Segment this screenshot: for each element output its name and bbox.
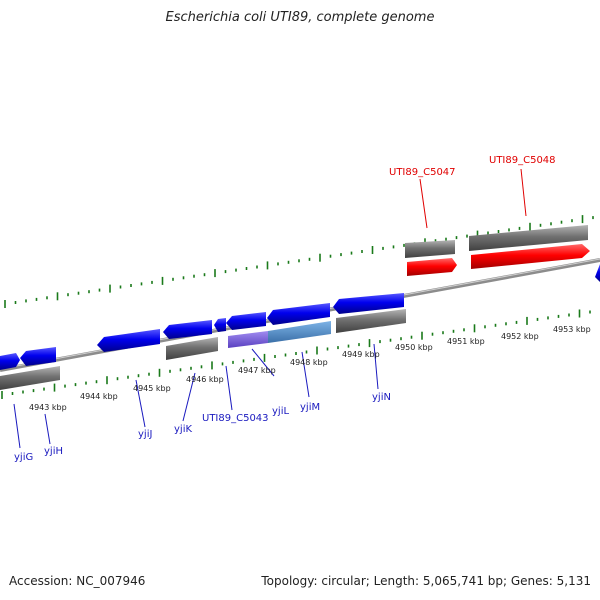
cds-box [166, 337, 218, 360]
map-title: Escherichia coli UTI89, complete genome [165, 10, 435, 25]
cds-highlight-purple [228, 331, 268, 348]
upper-tick-row [4, 215, 594, 308]
gene-arrow-yjiJ [97, 329, 160, 352]
cds-box [469, 225, 588, 251]
cds-highlight-steel [268, 321, 331, 343]
cds-box [336, 309, 406, 333]
kbp-label: 4945 kbp [133, 384, 171, 393]
gene-label-yjiL[interactable]: yjiL [272, 406, 289, 417]
gene-label-yjiK[interactable]: yjiK [174, 424, 192, 435]
gene-arrow-UTI89_C5043 [214, 318, 226, 332]
gene-label-yjiG[interactable]: yjiG [14, 452, 33, 463]
kbp-label: 4944 kbp [80, 392, 118, 401]
reverse-genes [0, 264, 600, 370]
kbp-label: 4952 kbp [501, 332, 539, 341]
cds-track [0, 225, 588, 390]
gene-arrow-yjiK [163, 320, 212, 339]
kbp-labels: 4943 kbp 4944 kbp 4945 kbp 4946 kbp 4947… [29, 325, 591, 412]
gene-arrow-yjiL [226, 312, 266, 330]
gene-label-yjiH[interactable]: yjiH [44, 446, 63, 457]
kbp-label: 4953 kbp [553, 325, 591, 334]
gene-arrow-yjiG [0, 353, 20, 370]
cds-box [0, 366, 60, 390]
gene-labels: yjiG yjiH yjiJ yjiK UTI89_C5043 yjiL yji… [14, 155, 556, 463]
topology-label: Topology: circular; Length: 5,065,741 bp… [261, 574, 591, 588]
gene-label-yjiJ[interactable]: yjiJ [138, 429, 152, 440]
kbp-label: 4943 kbp [29, 403, 67, 412]
kbp-label: 4946 kbp [186, 375, 224, 384]
gene-label-yjiN[interactable]: yjiN [372, 392, 391, 403]
forward-leader-lines [419, 168, 527, 229]
kbp-label: 4947 kbp [238, 366, 276, 375]
gene-arrow-UTI89_C5047 [407, 258, 457, 276]
gene-leader-lines [13, 343, 379, 449]
gene-label-UTI89_C5047[interactable]: UTI89_C5047 [389, 167, 456, 178]
kbp-label: 4948 kbp [290, 358, 328, 367]
accession-label: Accession: NC_007946 [9, 574, 146, 588]
gene-label-UTI89_C5048[interactable]: UTI89_C5048 [489, 155, 556, 166]
kbp-label: 4949 kbp [342, 350, 380, 359]
gene-arrow-yjiH [20, 347, 56, 366]
cds-box [405, 240, 455, 258]
kbp-label: 4951 kbp [447, 337, 485, 346]
kbp-label: 4950 kbp [395, 343, 433, 352]
gene-arrow-yjiM [267, 303, 330, 325]
gene-label-yjiM[interactable]: yjiM [300, 402, 320, 413]
gene-arrow-edge [595, 264, 600, 282]
gene-label-UTI89_C5043[interactable]: UTI89_C5043 [202, 413, 269, 424]
gene-arrow-yjiN [333, 293, 404, 314]
gene-arrow-UTI89_C5048 [471, 244, 590, 269]
lower-tick-row [1, 309, 591, 399]
forward-genes [407, 244, 590, 276]
